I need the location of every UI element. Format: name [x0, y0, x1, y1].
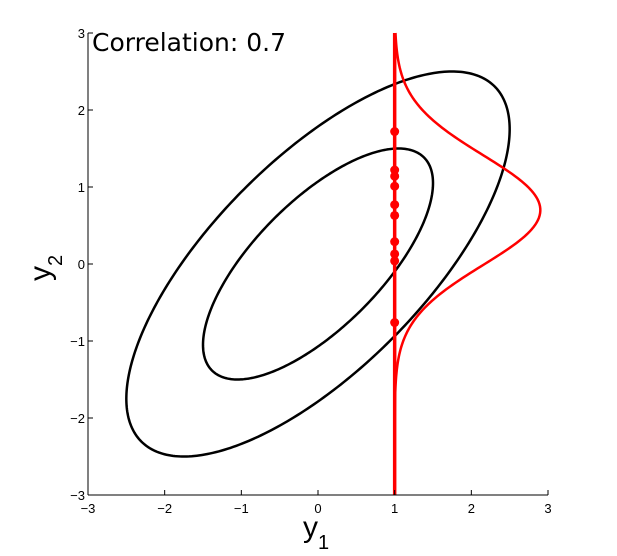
- sample-point: [390, 171, 400, 181]
- sample-point: [390, 210, 400, 220]
- y-tick-label: −3: [70, 488, 85, 503]
- correlation-annotation: Correlation: 0.7: [92, 28, 286, 57]
- x-tick-label: 2: [468, 501, 475, 516]
- x-tick-label: 0: [314, 501, 321, 516]
- y-axis-title-base: y: [24, 266, 57, 281]
- conditional-density-curve: [393, 32, 542, 495]
- y-tick-label: 0: [78, 257, 85, 272]
- y-axis-title-subscript: 2: [45, 255, 67, 266]
- sample-point: [390, 200, 400, 210]
- x-axis-title-base: y: [303, 511, 318, 544]
- contour-ellipses: [125, 70, 511, 458]
- y-tick-label: 3: [78, 26, 85, 41]
- sample-point: [390, 318, 400, 328]
- inner-contour: [201, 147, 435, 381]
- x-tick-label: 3: [544, 501, 551, 516]
- x-axis-title-subscript: 1: [318, 532, 329, 554]
- x-ticks: −3 −2 −1 0 1 2 3: [81, 490, 552, 516]
- x-tick-label: 1: [391, 501, 398, 516]
- sample-points: [390, 127, 400, 328]
- y-ticks: −3 −2 −1 0 1 2 3: [70, 26, 93, 503]
- x-tick-label: −2: [157, 501, 172, 516]
- y-tick-label: 1: [78, 180, 85, 195]
- sample-point: [390, 249, 400, 259]
- axes: [87, 33, 548, 496]
- y-tick-label: −2: [70, 411, 85, 426]
- sample-point: [390, 127, 400, 137]
- sample-point: [390, 181, 400, 191]
- y-axis-title: y2: [24, 255, 67, 281]
- outer-contour: [125, 70, 511, 458]
- y-tick-label: −1: [70, 334, 85, 349]
- y-tick-label: 2: [78, 103, 85, 118]
- sample-point: [390, 165, 400, 175]
- x-axis-title: y1: [303, 511, 329, 554]
- conditional-density: [393, 32, 542, 495]
- sample-point: [390, 237, 400, 247]
- x-tick-label: −1: [234, 501, 249, 516]
- sample-point: [390, 256, 400, 266]
- x-tick-label: −3: [81, 501, 96, 516]
